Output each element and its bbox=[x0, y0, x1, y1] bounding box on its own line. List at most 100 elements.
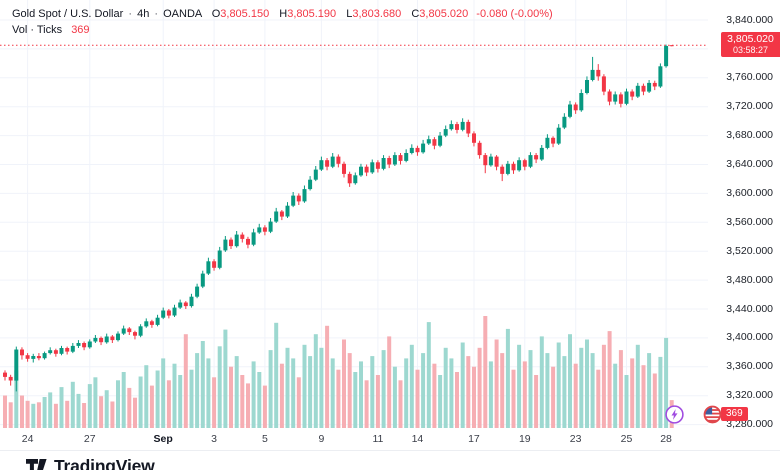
volume-bar bbox=[251, 361, 256, 428]
time-axis-label: 3 bbox=[211, 433, 217, 445]
price-axis[interactable]: 3,805.020 03:58:27 369 3,840.000 3,760.00… bbox=[708, 0, 780, 450]
volume-bar bbox=[359, 361, 363, 428]
volume-bar bbox=[296, 377, 301, 428]
candle-body bbox=[551, 137, 556, 144]
candle-body bbox=[206, 261, 211, 274]
candle-body bbox=[415, 147, 420, 153]
legend-volume-row: Vol · Ticks 369 bbox=[12, 23, 553, 38]
candle-body bbox=[285, 205, 290, 217]
volume-bar bbox=[246, 383, 250, 428]
candle-body bbox=[149, 321, 154, 325]
volume-bar bbox=[59, 387, 64, 428]
time-axis-label: Sep bbox=[153, 433, 173, 445]
candle-body bbox=[144, 321, 149, 327]
price-axis-label: 3,320.000 bbox=[726, 389, 773, 402]
candle-body bbox=[579, 93, 584, 111]
volume-bar bbox=[392, 366, 397, 428]
symbol-title[interactable]: Gold Spot / U.S. Dollar bbox=[12, 8, 124, 20]
candle-body bbox=[65, 348, 70, 352]
volume-bar bbox=[285, 347, 290, 428]
candle-body bbox=[330, 156, 335, 167]
volume-bar bbox=[505, 328, 510, 428]
candle-body bbox=[669, 45, 674, 47]
volume-bar bbox=[438, 375, 443, 428]
candle-body bbox=[438, 135, 443, 146]
time-axis-label: 14 bbox=[411, 433, 424, 445]
tradingview-logo[interactable]: TradingView bbox=[26, 456, 155, 470]
volume-bar bbox=[48, 392, 53, 428]
candle-body bbox=[494, 156, 499, 167]
candle-body bbox=[449, 124, 454, 130]
volume-bar bbox=[596, 369, 601, 428]
candle-body bbox=[601, 76, 606, 92]
candle-body bbox=[20, 349, 24, 356]
candle-body bbox=[200, 273, 205, 287]
time-axis-label: 17 bbox=[468, 433, 480, 445]
volume-bar bbox=[70, 381, 75, 428]
volume-indicator-label[interactable]: Vol · Ticks bbox=[12, 24, 63, 36]
time-axis[interactable]: 24 27 Sep 3 5 9 11 14 17 19 23 25 28 bbox=[0, 428, 708, 450]
volume-bar bbox=[466, 356, 471, 428]
volume-bar bbox=[212, 377, 217, 428]
candle-body bbox=[534, 155, 539, 160]
price-axis-label: 3,720.000 bbox=[726, 100, 773, 113]
volume-bar bbox=[545, 353, 550, 428]
candle-body bbox=[472, 133, 476, 143]
volume-bar bbox=[387, 336, 392, 428]
time-axis-label: 28 bbox=[660, 433, 672, 445]
price-chart-canvas[interactable] bbox=[0, 0, 708, 428]
close-value: 3,805.020 bbox=[419, 8, 469, 20]
candle-body bbox=[556, 127, 561, 144]
exchange-label[interactable]: OANDA bbox=[163, 8, 202, 20]
candle-body bbox=[110, 336, 115, 341]
legend-separator: · bbox=[154, 8, 159, 20]
volume-bar bbox=[82, 403, 87, 428]
candle-body bbox=[624, 91, 629, 104]
volume-bar bbox=[313, 334, 318, 428]
interval-label[interactable]: 4h bbox=[137, 8, 150, 20]
candle-body bbox=[618, 94, 623, 104]
candle-body bbox=[42, 353, 47, 359]
candle-body bbox=[53, 350, 58, 354]
candle-body bbox=[166, 310, 171, 316]
candle-body bbox=[223, 239, 228, 251]
price-axis-label: 3,280.000 bbox=[726, 418, 773, 431]
volume-bar bbox=[421, 353, 426, 428]
volume-bar bbox=[426, 322, 431, 428]
volume-bar bbox=[155, 370, 160, 428]
volume-bar bbox=[104, 390, 109, 428]
candle-body bbox=[455, 124, 459, 130]
volume-bar bbox=[364, 380, 369, 428]
volume-bar bbox=[573, 363, 578, 428]
open-label: O bbox=[211, 8, 221, 20]
candle-body bbox=[291, 195, 296, 206]
candle-body bbox=[387, 158, 392, 165]
candle-body bbox=[229, 239, 233, 247]
volume-bar bbox=[330, 358, 335, 428]
candle-body bbox=[460, 121, 465, 130]
volume-bar bbox=[172, 363, 177, 428]
volume-bar bbox=[551, 366, 556, 428]
volume-bar bbox=[183, 334, 188, 428]
volume-bar bbox=[217, 346, 222, 428]
volume-bar bbox=[409, 344, 414, 428]
candle-body bbox=[82, 343, 87, 348]
candle-body bbox=[590, 69, 595, 80]
volume-bar bbox=[302, 344, 307, 428]
candle-body bbox=[25, 355, 30, 359]
candle-body bbox=[257, 227, 262, 233]
volume-bar bbox=[336, 369, 341, 428]
low-value: 3,803.680 bbox=[352, 8, 402, 20]
volume-bar bbox=[53, 403, 58, 428]
volume-bar bbox=[87, 384, 92, 428]
candle-body bbox=[375, 162, 380, 169]
volume-bar bbox=[149, 385, 154, 428]
candle-body bbox=[511, 163, 516, 171]
change-value: -0.080 (-0.00%) bbox=[476, 8, 553, 20]
candle-body bbox=[70, 345, 75, 352]
volume-bar bbox=[432, 363, 437, 428]
lightning-bolt-icon[interactable] bbox=[665, 405, 684, 429]
us-flag-event-icon[interactable] bbox=[703, 405, 722, 429]
candle-body bbox=[658, 66, 663, 87]
volume-bar bbox=[652, 373, 657, 428]
